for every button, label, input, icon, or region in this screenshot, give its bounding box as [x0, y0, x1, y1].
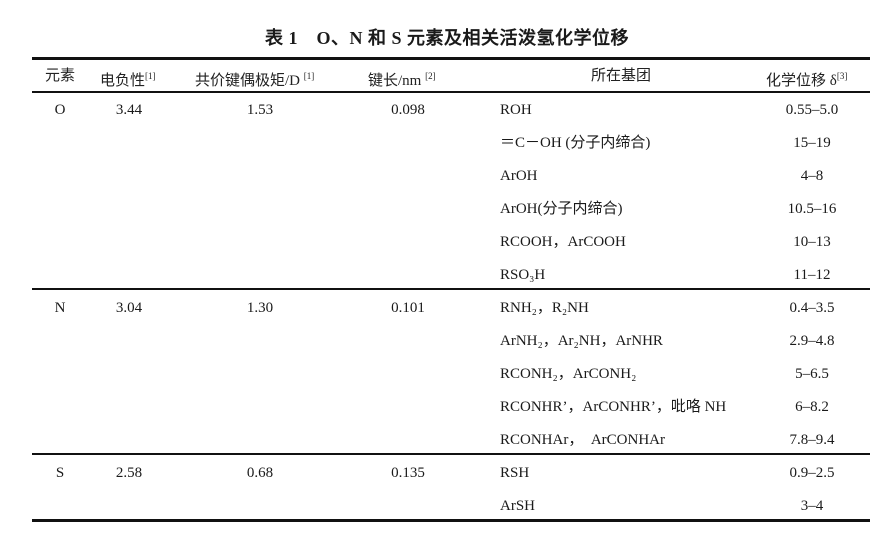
- cell-electronegativity: 3.04: [115, 300, 143, 316]
- cell-group: ArOH: [500, 168, 538, 184]
- top-rule: [32, 57, 870, 60]
- cell-shift: 10.5–16: [787, 201, 837, 217]
- cell-shift: 10–13: [793, 234, 831, 250]
- cell-shift: 6–8.2: [795, 399, 829, 415]
- cell-bond-length: 0.101: [391, 300, 425, 316]
- header-element-label: 元素: [44, 68, 76, 84]
- ref: [1]: [303, 71, 315, 81]
- cell-shift: 7.8–9.4: [789, 432, 835, 448]
- header-rule: [32, 91, 870, 93]
- cell-group: ArSH: [500, 498, 536, 514]
- header-bond-length-label: 键长/nm: [368, 73, 422, 89]
- cell-shift: 11–12: [793, 267, 831, 283]
- cell-dipole: 1.30: [246, 300, 274, 316]
- header-element: 元素: [45, 66, 75, 86]
- cell-bond-length: 0.135: [391, 465, 425, 481]
- table-title: 表 1 O、N 和 S 元素及相关活泼氢化学位移: [264, 28, 629, 48]
- section-rule: [32, 453, 870, 455]
- cell-shift: 5–6.5: [795, 366, 829, 382]
- cell-dipole: 1.53: [246, 102, 274, 118]
- cell-shift: 0.9–2.5: [789, 465, 835, 481]
- cell-electronegativity: 2.58: [115, 465, 143, 481]
- header-dipole: 共价键偶极矩/D [1]: [195, 66, 314, 91]
- header-electronegativity: 电负性[1]: [100, 66, 156, 91]
- cell-group: ROH: [500, 102, 532, 118]
- cell-group: ArOH(分子内缔合): [500, 201, 623, 217]
- cell-group: RCONHAr， ArCONHAr: [500, 432, 665, 448]
- header-bond-length: 键长/nm [2]: [368, 66, 436, 91]
- header-electronegativity-label: 电负性: [100, 73, 146, 89]
- cell-group: RSH: [500, 465, 530, 481]
- cell-electronegativity: 3.44: [115, 102, 143, 118]
- section-rule: [32, 288, 870, 290]
- cell-dipole: 0.68: [246, 465, 274, 481]
- ref: [2]: [425, 71, 436, 81]
- header-group-label: 所在基团: [590, 68, 652, 84]
- cell-group: RSO₃H: [500, 267, 546, 283]
- ref: [1]: [145, 71, 156, 81]
- cell-shift: 4–8: [800, 168, 824, 184]
- cell-group: RCONHR’，ArCONHR’，吡咯 NH: [500, 399, 727, 415]
- cell-element: O: [54, 102, 66, 118]
- cell-shift: 0.4–3.5: [789, 300, 835, 316]
- cell-shift: 15–19: [793, 135, 831, 151]
- cell-group: ArNH₂，Ar₂NH，ArNHR: [500, 333, 663, 349]
- header-dipole-label: 共价键偶极矩/D: [195, 73, 301, 89]
- cell-group: RNH₂，R₂NH: [500, 300, 589, 316]
- cell-group: RCONH₂，ArCONH₂: [500, 366, 637, 382]
- header-shift-label: 化学位移 δ: [766, 73, 837, 89]
- header-shift: 化学位移 δ[3]: [766, 66, 847, 91]
- cell-group: RCOOH，ArCOOH: [500, 234, 626, 250]
- header-group: 所在基团: [591, 66, 651, 86]
- cell-shift: 3–4: [800, 498, 824, 514]
- cell-shift: 0.55–5.0: [785, 102, 839, 118]
- cell-bond-length: 0.098: [391, 102, 425, 118]
- bottom-rule: [32, 519, 870, 522]
- ref: [3]: [836, 71, 848, 81]
- cell-element: S: [55, 465, 65, 481]
- cell-group: ＝C－OH (分子内缔合): [500, 135, 651, 151]
- cell-element: N: [54, 300, 66, 316]
- cell-shift: 2.9–4.8: [789, 333, 835, 349]
